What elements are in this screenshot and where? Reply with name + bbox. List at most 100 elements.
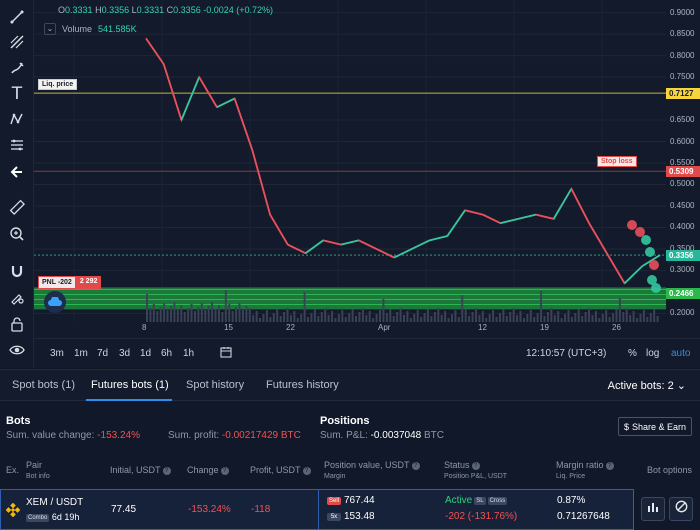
timeframe-bar: 3m 1m 7d 3d 1d 6h 1h 12:10:57 (UTC+3) % … xyxy=(34,338,700,368)
col-pair-label: Pair xyxy=(26,460,43,470)
help-icon[interactable]: ? xyxy=(220,467,229,475)
brush-icon[interactable] xyxy=(6,57,28,79)
ruler-icon[interactable] xyxy=(6,196,28,218)
pattern-icon[interactable] xyxy=(6,108,28,130)
log-scale-toggle[interactable]: log xyxy=(646,348,660,359)
volume-bar xyxy=(495,317,498,322)
volume-bar xyxy=(217,305,220,322)
chart-area[interactable]: T O0.3331 H0.3356 L0.3331 C0.3356 -0.002… xyxy=(0,0,700,368)
volume-bar xyxy=(639,314,642,322)
tab-spot-history[interactable]: Spot history xyxy=(186,379,245,391)
volume-bar xyxy=(598,318,601,322)
measure-levels-icon[interactable] xyxy=(6,134,28,156)
help-icon[interactable]: ? xyxy=(302,467,311,475)
price-tick: 0.8500 xyxy=(670,29,695,39)
help-icon[interactable]: ? xyxy=(605,462,614,470)
auto-scale-toggle[interactable]: auto xyxy=(671,348,691,359)
table-row[interactable]: XEM / USDT Combo 6d 19h 77.45 -153.24% -… xyxy=(0,489,634,530)
volume-bar xyxy=(365,315,368,322)
volume-bar xyxy=(307,317,310,322)
text-icon[interactable]: T xyxy=(11,84,23,104)
eye-icon[interactable] xyxy=(6,339,28,361)
price-segment xyxy=(482,213,501,224)
col-margin-label: Margin ratio xyxy=(556,460,604,470)
volume-bar xyxy=(190,304,193,322)
tf-7d[interactable]: 7d xyxy=(97,348,109,359)
tf-3d[interactable]: 3d xyxy=(119,348,131,359)
active-bots-dropdown[interactable]: Active bots: 2 ⌄ xyxy=(608,379,686,392)
help-icon[interactable]: ? xyxy=(471,462,480,470)
col-status[interactable]: Status? Position P&L, USDT xyxy=(444,460,507,480)
percent-scale-toggle[interactable]: % xyxy=(628,348,637,359)
magnet-icon[interactable] xyxy=(6,260,28,282)
date-tick: 8 xyxy=(142,323,147,332)
date-tick: 19 xyxy=(540,323,549,332)
row-pair[interactable]: XEM / USDT xyxy=(26,497,84,508)
pnl-label[interactable]: PNL -202 2 292 xyxy=(38,276,102,289)
binance-icon xyxy=(5,502,21,520)
volume-bar xyxy=(235,307,238,322)
volume-bar xyxy=(413,314,416,322)
volume-bar xyxy=(396,312,399,322)
volume-bar xyxy=(488,314,491,322)
lock-icon[interactable] xyxy=(6,313,28,335)
volume-bar xyxy=(557,311,560,322)
tab-spot-bots[interactable]: Spot bots (1) xyxy=(12,379,75,391)
price-tick: 0.3000 xyxy=(670,265,695,275)
zoom-in-icon[interactable] xyxy=(6,223,28,245)
chevron-down-icon[interactable]: ⌄ xyxy=(44,23,56,35)
col-change[interactable]: Change? xyxy=(187,465,229,475)
tab-futures-bots[interactable]: Futures bots (1) xyxy=(91,379,169,391)
col-margin-ratio[interactable]: Margin ratio? Liq. Price xyxy=(556,460,614,480)
stop-bot-button[interactable] xyxy=(669,497,693,521)
col-profit[interactable]: Profit, USDT? xyxy=(250,465,311,475)
utc-clock[interactable]: 12:10:57 (UTC+3) xyxy=(526,348,607,359)
liq-price-tag: 0.7127 xyxy=(666,87,700,99)
tf-6h[interactable]: 6h xyxy=(161,348,173,359)
tf-1m[interactable]: 1m xyxy=(74,348,88,359)
volume-bar xyxy=(519,311,522,322)
lock-drawings-icon[interactable] xyxy=(6,286,28,308)
cloud-icon[interactable] xyxy=(44,291,66,313)
volume-bar xyxy=(588,308,591,322)
leverage-tag: 5x xyxy=(327,513,341,521)
volume-bar xyxy=(615,309,618,322)
volume-bar xyxy=(228,304,231,322)
price-plot[interactable] xyxy=(34,0,666,335)
col-initial[interactable]: Initial, USDT? xyxy=(110,465,171,475)
sum-pnl-unit: BTC xyxy=(423,430,444,441)
volume-bar xyxy=(636,318,639,322)
stop-loss-label[interactable]: Stop loss xyxy=(597,156,637,167)
tf-1d[interactable]: 1d xyxy=(140,348,152,359)
sl-badge: SL xyxy=(474,497,486,505)
trendline-icon[interactable] xyxy=(6,6,28,28)
price-tick: 0.7500 xyxy=(670,72,695,82)
back-arrow-icon[interactable] xyxy=(6,161,28,183)
tf-3m[interactable]: 3m xyxy=(50,348,64,359)
price-segment xyxy=(323,239,342,246)
volume-bar xyxy=(649,313,652,322)
liq-price-label[interactable]: Liq. price xyxy=(38,79,78,90)
date-axis[interactable]: 8 15 22 Apr 12 19 26 xyxy=(34,323,666,335)
stats-button[interactable] xyxy=(641,497,665,521)
date-range-icon[interactable] xyxy=(220,346,232,358)
help-icon[interactable]: ? xyxy=(162,467,171,475)
tf-1h[interactable]: 1h xyxy=(183,348,195,359)
help-icon[interactable]: ? xyxy=(411,462,420,470)
price-tick: 0.5500 xyxy=(670,158,695,167)
ohlc-l-label: L xyxy=(131,5,137,15)
volume-bar xyxy=(426,309,429,322)
tab-futures-history[interactable]: Futures history xyxy=(266,379,339,391)
price-axis[interactable]: 0.9000 0.8500 0.8000 0.7500 0.6500 0.6000 0.55… xyxy=(666,0,700,335)
volume-bar xyxy=(522,318,525,322)
price-tick: 0.4000 xyxy=(670,222,695,232)
col-position-value[interactable]: Position value, USDT? Margin xyxy=(324,460,420,480)
volume-bar xyxy=(214,309,217,322)
ohlc-change: -0.0024 (+0.72%) xyxy=(203,5,274,15)
share-earn-button[interactable]: $ Share & Earn xyxy=(618,417,692,436)
volume-bar xyxy=(334,318,337,322)
volume-bar xyxy=(286,308,289,322)
fib-icon[interactable] xyxy=(6,31,28,53)
volume-bar xyxy=(505,316,508,322)
order-marker xyxy=(641,235,651,245)
